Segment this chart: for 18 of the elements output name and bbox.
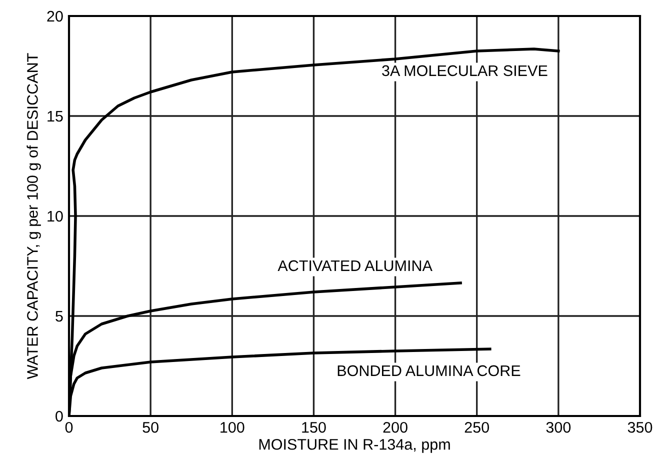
y-tick-label: 5 bbox=[56, 311, 63, 322]
y-tick-label: 0 bbox=[56, 410, 63, 422]
y-tick-label: 10 bbox=[48, 210, 63, 222]
x-tick-label: 250 bbox=[464, 422, 490, 433]
annotation: ACTIVATED ALUMINA bbox=[278, 260, 432, 272]
x-tick-label: 50 bbox=[142, 422, 158, 433]
x-axis-title: MOISTURE IN R-134a, ppm bbox=[259, 438, 450, 453]
annotation: BONDED ALUMINA CORE bbox=[338, 365, 520, 376]
annotation: 3A MOLECULAR SIEVE bbox=[382, 65, 548, 76]
y-axis-title: WATER CAPACITY, g per 100 g of DESICCANT bbox=[26, 53, 41, 380]
x-tick-label: 100 bbox=[220, 422, 244, 433]
y-tick-label: 15 bbox=[48, 111, 63, 122]
x-tick-label: 350 bbox=[628, 422, 652, 433]
x-tick-label: 150 bbox=[302, 422, 326, 433]
x-tick-label: 300 bbox=[546, 422, 571, 433]
x-tick-label: 200 bbox=[383, 422, 408, 433]
y-tick-label: 20 bbox=[47, 10, 63, 22]
x-tick-label: 0 bbox=[65, 422, 73, 433]
